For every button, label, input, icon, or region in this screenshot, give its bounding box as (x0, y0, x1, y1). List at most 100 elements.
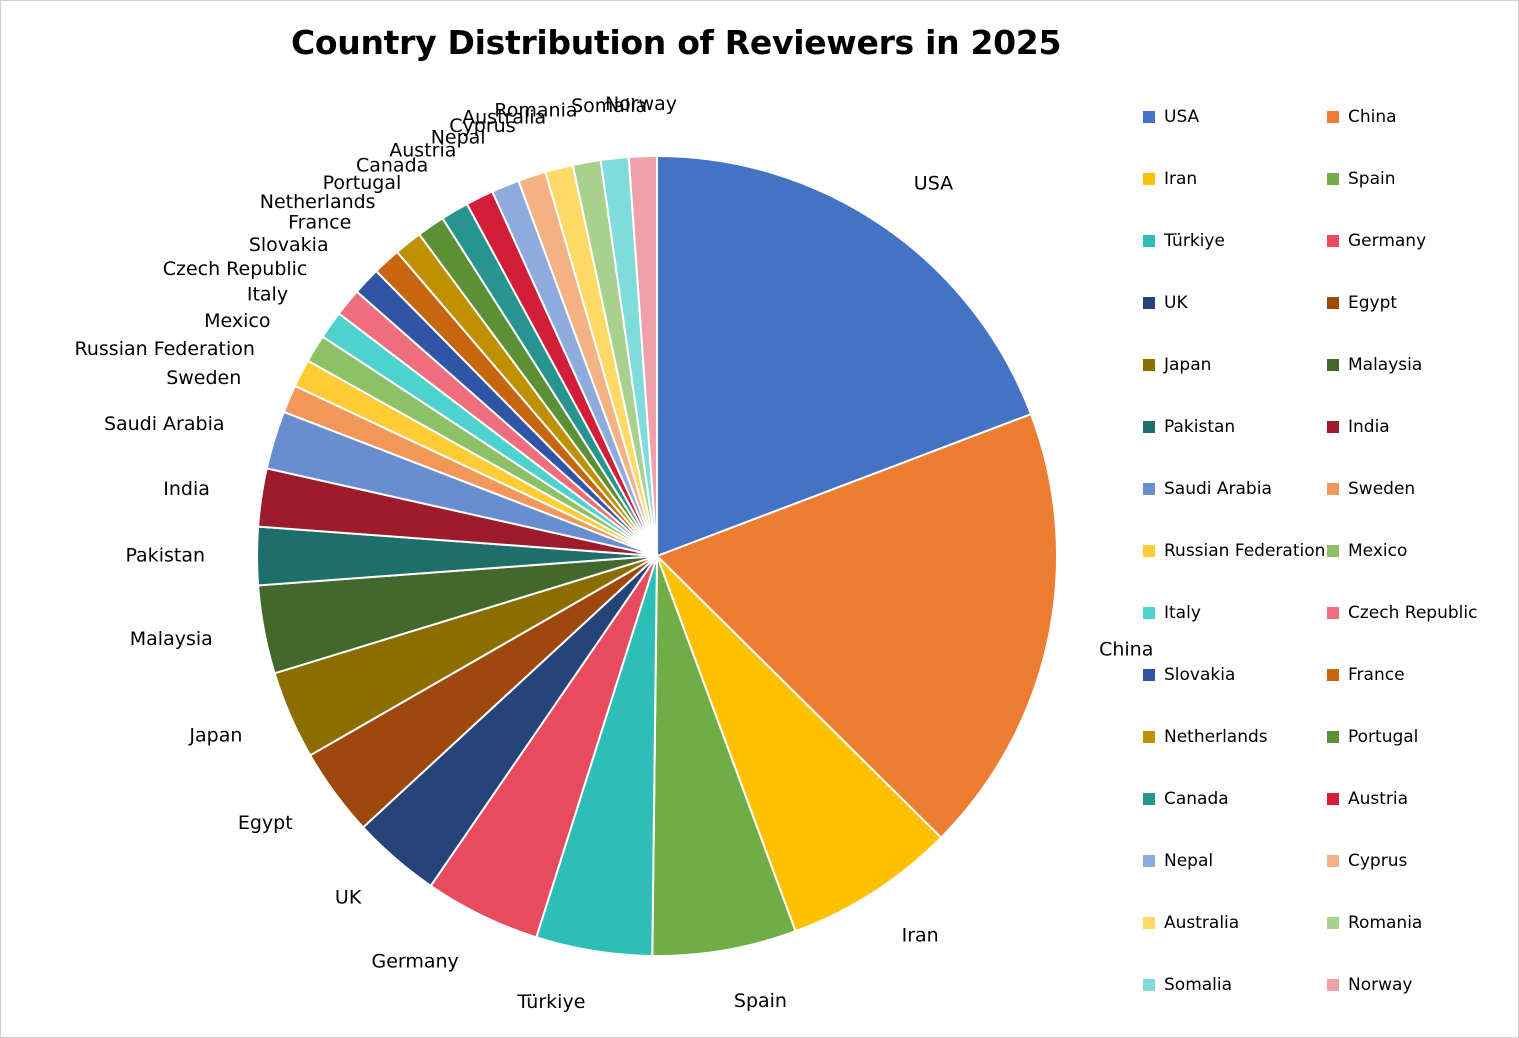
legend-swatch (1327, 917, 1339, 929)
legend-item-czech-republic: Czech Republic (1327, 600, 1477, 626)
legend-swatch (1327, 111, 1339, 123)
data-label-pakistan: Pakistan (125, 545, 205, 567)
legend-swatch (1143, 979, 1155, 991)
legend-item-usa: USA (1143, 104, 1199, 130)
legend-swatch (1327, 235, 1339, 247)
legend-label: Australia (1164, 913, 1240, 933)
legend-item-saudi-arabia: Saudi Arabia (1143, 476, 1272, 502)
data-label-netherlands: Netherlands (260, 191, 376, 213)
legend-label: Norway (1348, 975, 1413, 995)
legend-swatch (1143, 483, 1155, 495)
pie-slice-iran (656, 555, 943, 933)
data-label-egypt: Egypt (238, 812, 293, 834)
legend-item-australia: Australia (1143, 910, 1239, 936)
legend-item-germany: Germany (1327, 228, 1426, 254)
legend-label: Canada (1164, 789, 1229, 809)
legend-label: China (1348, 107, 1397, 127)
data-label-t-rkiye: Türkiye (516, 991, 585, 1013)
legend-swatch (1327, 855, 1339, 867)
legend-item-t-rkiye: Türkiye (1143, 228, 1225, 254)
data-label-canada: Canada (356, 155, 428, 177)
legend-item-austria: Austria (1327, 786, 1408, 812)
legend-label: Russian Federation (1164, 541, 1326, 561)
data-label-saudi-arabia: Saudi Arabia (104, 413, 225, 435)
data-label-slovakia: Slovakia (249, 234, 329, 256)
legend-item-portugal: Portugal (1327, 724, 1418, 750)
legend-label: Malaysia (1348, 355, 1423, 375)
legend-item-egypt: Egypt (1327, 290, 1397, 316)
data-label-germany: Germany (371, 951, 458, 973)
data-label-romania: Romania (494, 100, 577, 122)
legend-swatch (1327, 793, 1339, 805)
legend-item-sweden: Sweden (1327, 476, 1415, 502)
data-label-portugal: Portugal (323, 172, 402, 194)
legend-item-mexico: Mexico (1327, 538, 1407, 564)
data-label-india: India (163, 478, 210, 500)
legend-label: India (1348, 417, 1390, 437)
legend-item-norway: Norway (1327, 972, 1413, 998)
legend-label: France (1348, 665, 1405, 685)
data-label-uk: UK (335, 886, 362, 908)
legend-item-india: India (1327, 414, 1390, 440)
legend-swatch (1143, 545, 1155, 557)
data-label-czech-republic: Czech Republic (163, 258, 308, 280)
legend-item-iran: Iran (1143, 166, 1197, 192)
legend-item-netherlands: Netherlands (1143, 724, 1268, 750)
legend-label: Türkiye (1164, 231, 1225, 251)
legend-item-slovakia: Slovakia (1143, 662, 1235, 688)
legend-swatch (1327, 297, 1339, 309)
legend-swatch (1143, 917, 1155, 929)
legend-item-cyprus: Cyprus (1327, 848, 1407, 874)
legend-label: Nepal (1164, 851, 1214, 871)
data-label-nepal: Nepal (431, 126, 486, 148)
legend-swatch (1143, 731, 1155, 743)
legend-item-italy: Italy (1143, 600, 1201, 626)
data-label-france: France (288, 212, 351, 234)
legend-label: Cyprus (1348, 851, 1408, 871)
data-label-italy: Italy (247, 283, 288, 305)
legend-swatch (1143, 855, 1155, 867)
legend-item-somalia: Somalia (1143, 972, 1232, 998)
legend-swatch (1327, 421, 1339, 433)
legend-label: Pakistan (1164, 417, 1236, 437)
legend-item-malaysia: Malaysia (1327, 352, 1422, 378)
data-label-austria: Austria (389, 139, 456, 161)
legend-swatch (1143, 173, 1155, 185)
legend-label: Portugal (1348, 727, 1419, 747)
legend-label: Sweden (1348, 479, 1416, 499)
legend-swatch (1327, 979, 1339, 991)
pie-slice-spain (651, 555, 797, 957)
legend-swatch (1327, 545, 1339, 557)
legend-item-russian-federation: Russian Federation (1143, 538, 1325, 564)
legend-item-japan: Japan (1143, 352, 1211, 378)
data-label-sweden: Sweden (166, 367, 241, 389)
data-label-somalia: Somalia (571, 95, 647, 117)
data-label-russian-federation: Russian Federation (75, 338, 255, 360)
legend-item-france: France (1327, 662, 1405, 688)
legend-item-nepal: Nepal (1143, 848, 1213, 874)
legend-swatch (1143, 297, 1155, 309)
pie-slice-china (655, 412, 1058, 840)
legend-label: Spain (1348, 169, 1396, 189)
data-label-china: China (1099, 638, 1153, 660)
data-label-malaysia: Malaysia (130, 628, 213, 650)
data-label-mexico: Mexico (204, 310, 270, 332)
legend-item-romania: Romania (1327, 910, 1422, 936)
legend-swatch (1327, 483, 1339, 495)
data-label-spain: Spain (734, 990, 787, 1012)
legend-swatch (1143, 359, 1155, 371)
legend-swatch (1143, 235, 1155, 247)
legend-label: Japan (1164, 355, 1212, 375)
legend-label: Egypt (1348, 293, 1398, 313)
legend-swatch (1327, 669, 1339, 681)
data-label-japan: Japan (188, 725, 242, 747)
legend-label: Saudi Arabia (1164, 479, 1272, 499)
legend-label: USA (1164, 107, 1200, 127)
legend-label: Slovakia (1164, 665, 1236, 685)
legend-label: Italy (1164, 603, 1201, 623)
legend-item-china: China (1327, 104, 1397, 130)
data-label-usa: USA (914, 173, 953, 195)
legend-swatch (1143, 669, 1155, 681)
